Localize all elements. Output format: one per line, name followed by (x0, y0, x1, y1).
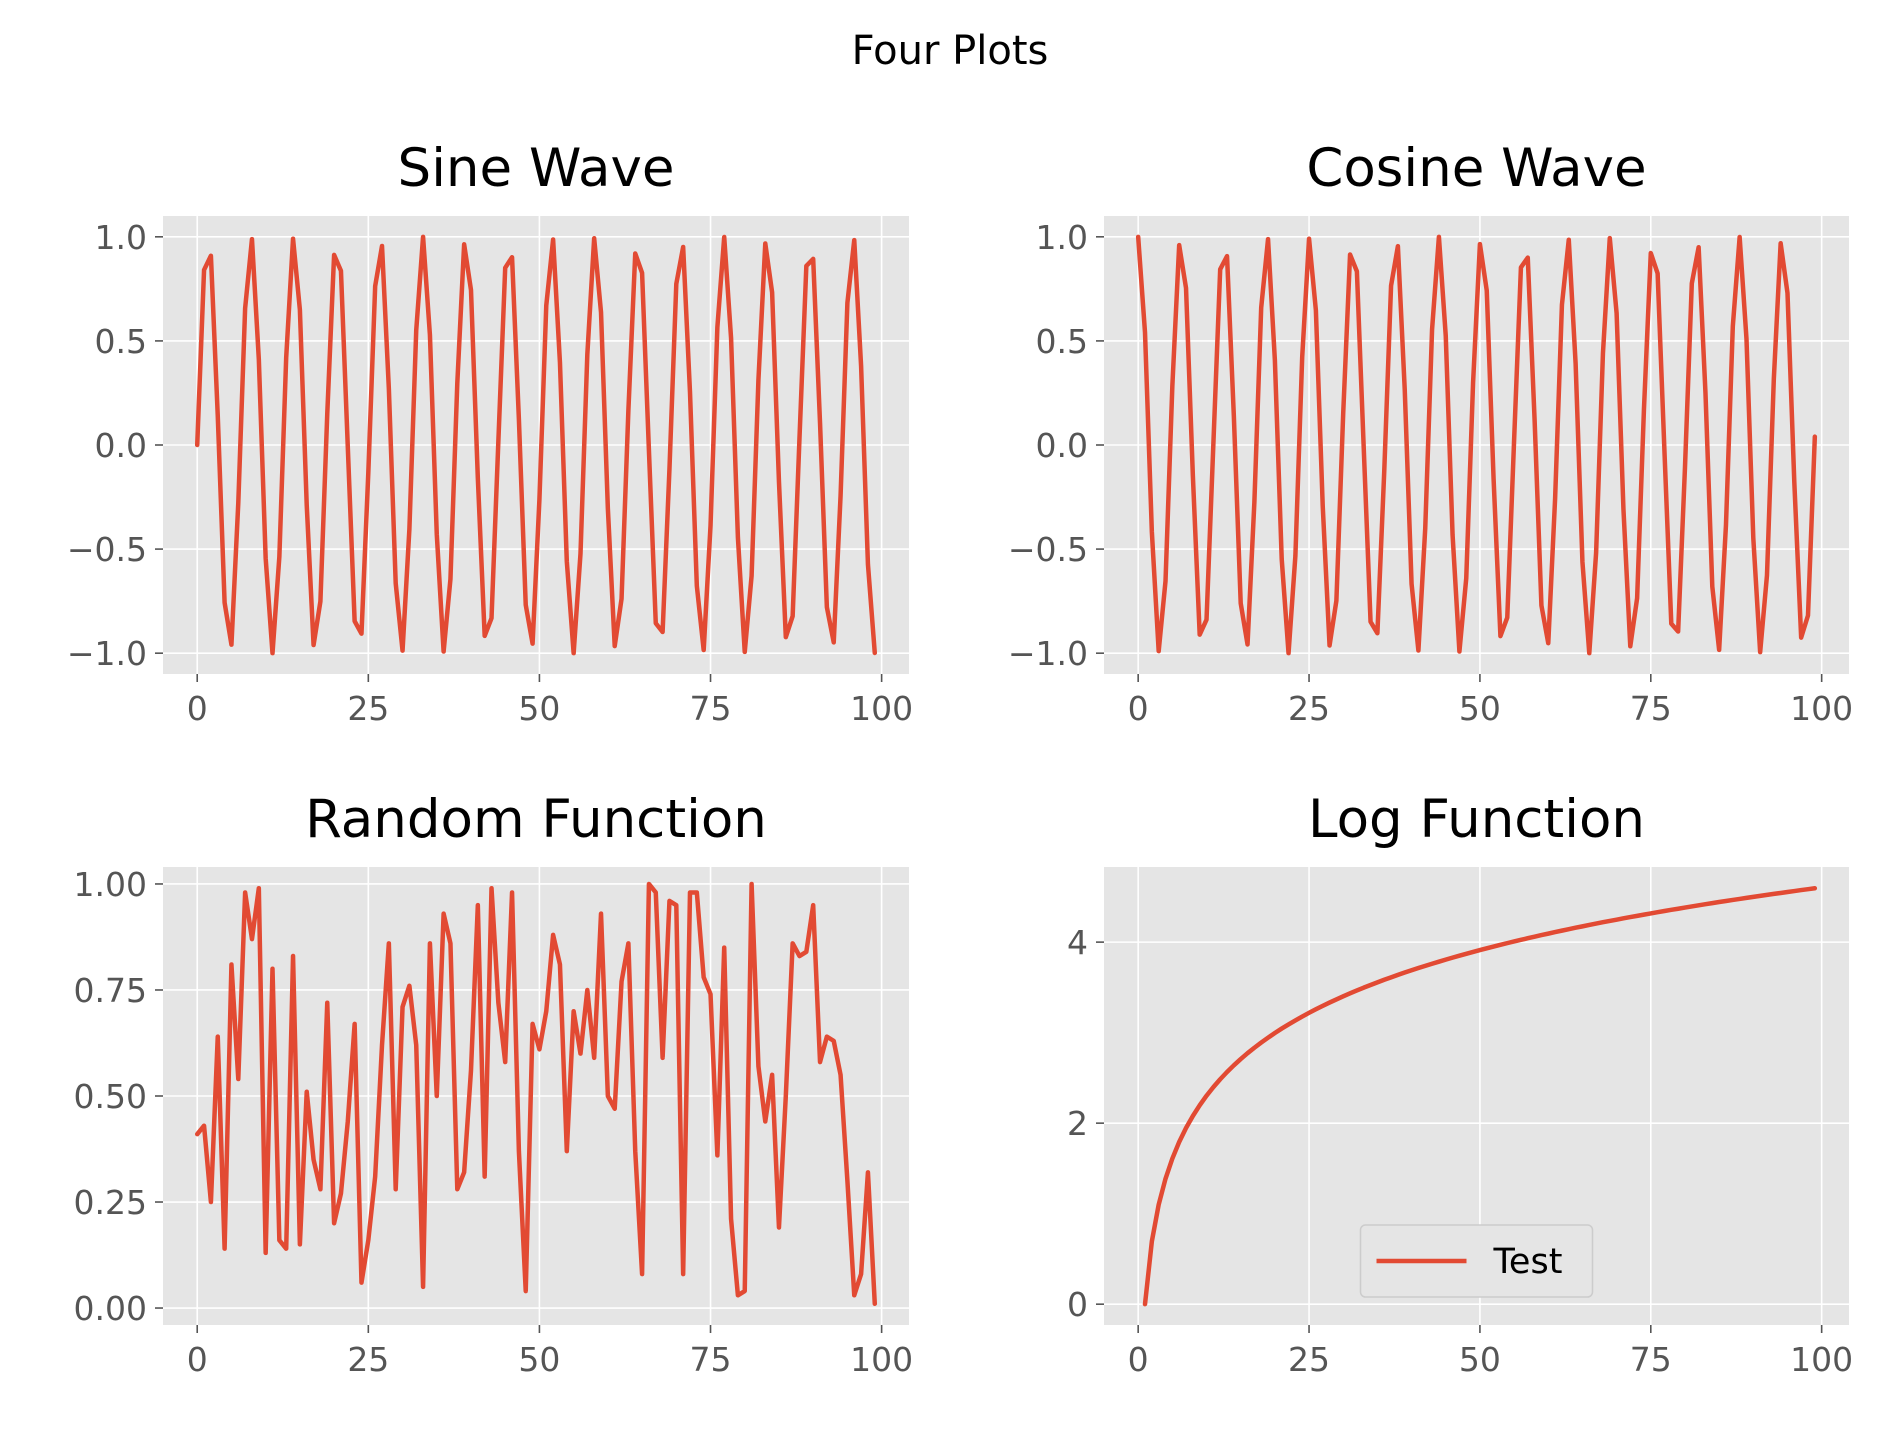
log-xtick-label: 75 (1630, 1340, 1672, 1379)
cosine-title: Cosine Wave (1306, 138, 1646, 199)
sine-series-line (194, 234, 878, 656)
sine-xtick-label: 75 (690, 689, 732, 728)
random-ytick-label: 0.50 (74, 1077, 147, 1116)
cosine-ytick-label: 0.0 (1036, 426, 1088, 465)
sine-ytick-label: 0.5 (95, 322, 147, 361)
log-legend-label: Test (1493, 1242, 1563, 1282)
random-ytick-label: 1.00 (74, 865, 147, 904)
cosine-ytick-label: 1.0 (1036, 218, 1088, 257)
log-ytick-label: 0 (1067, 1285, 1088, 1324)
random-ytick-label: 0.00 (74, 1289, 147, 1328)
log-ytick-label: 2 (1067, 1104, 1088, 1143)
cosine-xtick-label: 100 (1790, 689, 1853, 728)
cosine-ytick-label: 0.5 (1036, 322, 1088, 361)
random-xtick-label: 100 (850, 1340, 913, 1379)
random-title: Random Function (305, 789, 767, 850)
figure-suptitle: Four Plots (852, 28, 1049, 74)
sine-xtick-label: 25 (347, 689, 389, 728)
log-xtick-label: 0 (1128, 1340, 1149, 1379)
sine-ytick-label: 1.0 (95, 218, 147, 257)
random-series-line (194, 881, 878, 1307)
log-ytick-label: 4 (1067, 923, 1088, 962)
sine-ytick-label: −0.5 (67, 530, 147, 569)
cosine-xtick-label: 50 (1459, 689, 1501, 728)
sine-ytick-label: −1.0 (67, 634, 147, 673)
random-xtick-label: 25 (347, 1340, 389, 1379)
cosine-ytick-label: −0.5 (1008, 530, 1088, 569)
log-xtick-label: 50 (1459, 1340, 1501, 1379)
random-xtick-label: 75 (690, 1340, 732, 1379)
cosine-series-line (1135, 234, 1818, 656)
sine-xtick-label: 50 (518, 689, 560, 728)
log-title: Log Function (1308, 789, 1645, 850)
log-series-line (1142, 886, 1818, 1307)
sine-xtick-label: 100 (850, 689, 913, 728)
cosine-xtick-label: 0 (1128, 689, 1149, 728)
cosine-xtick-label: 75 (1630, 689, 1672, 728)
sine-xtick-label: 0 (187, 689, 208, 728)
cosine-ytick-label: −1.0 (1008, 634, 1088, 673)
cosine-xtick-label: 25 (1288, 689, 1330, 728)
log-xtick-label: 100 (1790, 1340, 1853, 1379)
log-xtick-label: 25 (1288, 1340, 1330, 1379)
random-ytick-label: 0.75 (74, 971, 147, 1010)
random-ytick-label: 0.25 (74, 1183, 147, 1222)
sine-ytick-label: 0.0 (95, 426, 147, 465)
random-xtick-label: 50 (518, 1340, 560, 1379)
random-xtick-label: 0 (187, 1340, 208, 1379)
log-legend (1359, 1224, 1594, 1298)
sine-title: Sine Wave (398, 138, 675, 199)
